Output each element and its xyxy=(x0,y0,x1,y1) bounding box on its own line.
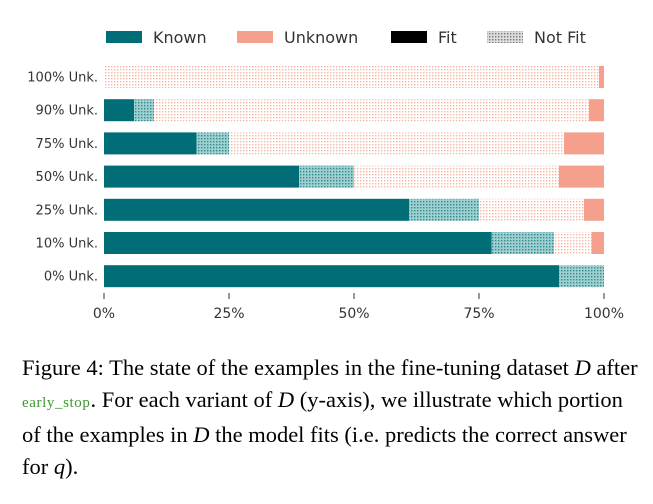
bar-segment-unknown-not-fit xyxy=(104,66,599,88)
caption-var-d: D xyxy=(574,355,591,380)
legend-swatch-not-fit xyxy=(487,31,523,43)
caption-var-d: D xyxy=(277,387,295,412)
y-tick-label: 0% Unk. xyxy=(44,270,98,285)
bar-segment-unknown-not-fit xyxy=(154,99,589,122)
y-tick-label: 75% Unk. xyxy=(36,137,98,152)
stacked-bar-chart: Known Unknown Fit Not Fit 100% Unk. 90% Unk.… xyxy=(27,28,624,322)
caption-text-4: (y-axis), we illustrate which portion of… xyxy=(22,387,623,447)
bar-segment-unknown-not-fit xyxy=(229,132,564,155)
caption-var-d: D xyxy=(193,422,210,447)
x-tick-label: 100% xyxy=(584,306,624,322)
bar-segment-known-fit xyxy=(104,99,134,122)
bar-segment-unknown-fit xyxy=(584,198,604,221)
bar-segment-unknown-not-fit xyxy=(554,232,592,254)
caption-text-3: . For each variant of xyxy=(90,387,278,412)
x-axis: 0% 25% 50% 75% 100% xyxy=(93,293,624,322)
x-tick-label: 75% xyxy=(463,306,494,322)
legend-label-not-fit: Not Fit xyxy=(534,28,586,47)
caption-var-q: q xyxy=(53,454,66,479)
legend-swatch-unknown xyxy=(237,31,273,43)
y-tick-label: 100% Unk. xyxy=(27,71,98,86)
y-tick-label: 50% Unk. xyxy=(36,170,98,185)
bar-segment-unknown-fit xyxy=(559,165,604,188)
bar-segment-known-not-fit xyxy=(299,165,354,188)
x-tick-label: 0% xyxy=(93,306,115,322)
y-tick-label: 10% Unk. xyxy=(36,237,98,252)
bar-segment-unknown-not-fit xyxy=(479,198,584,221)
bar-segment-known-not-fit xyxy=(559,265,604,288)
x-tick-label: 25% xyxy=(213,306,244,322)
legend: Known Unknown Fit Not Fit xyxy=(106,28,586,47)
bar-segment-known-fit xyxy=(104,132,197,155)
bar-segment-unknown-fit xyxy=(589,99,604,122)
bar-segment-unknown-not-fit xyxy=(354,165,559,188)
x-tick-label: 50% xyxy=(338,306,369,322)
caption-early-stop: early_stop xyxy=(22,395,91,411)
y-tick-label: 90% Unk. xyxy=(36,104,98,119)
legend-label-unknown: Unknown xyxy=(284,28,358,47)
figure-caption: Figure 4: The state of the examples in t… xyxy=(22,352,642,483)
caption-label: Figure 4: xyxy=(22,355,104,380)
bar-segment-unknown-fit xyxy=(591,232,604,254)
caption-text-6: ). xyxy=(65,454,79,479)
bar-segment-unknown-fit xyxy=(599,66,604,88)
caption-text-5: the model fits (i.e. predicts the correc… xyxy=(22,422,627,479)
bar-segment-unknown-fit xyxy=(564,132,604,155)
legend-label-fit: Fit xyxy=(438,28,457,47)
bar-segment-known-not-fit xyxy=(491,232,554,254)
legend-label-known: Known xyxy=(153,28,207,47)
bar-segment-known-not-fit xyxy=(196,132,229,155)
y-axis: 100% Unk. 90% Unk. 75% Unk. 50% Unk. 25% Unk… xyxy=(27,71,98,285)
bar-segment-known-fit xyxy=(104,265,559,288)
legend-swatch-known xyxy=(106,31,142,43)
legend-swatch-fit xyxy=(391,31,427,43)
bar-segment-known-fit xyxy=(104,165,299,188)
caption-text-1: The state of the examples in the fine-tu… xyxy=(103,355,575,380)
bar-segment-known-not-fit xyxy=(134,99,154,122)
bar-segment-known-not-fit xyxy=(409,198,479,221)
bars xyxy=(104,66,604,288)
y-tick-label: 25% Unk. xyxy=(36,203,98,218)
bar-segment-known-fit xyxy=(104,232,492,254)
bar-segment-known-fit xyxy=(104,198,409,221)
caption-text-2: after xyxy=(590,355,638,380)
